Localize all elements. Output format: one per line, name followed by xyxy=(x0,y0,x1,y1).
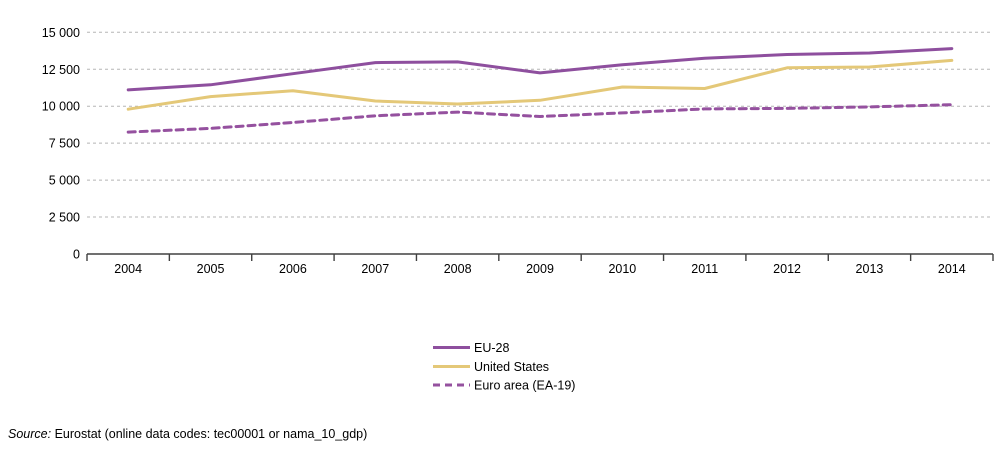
y-axis-tick-label: 7 500 xyxy=(49,137,80,151)
y-axis-tick-label: 2 500 xyxy=(49,211,80,225)
x-axis-tick-label: 2004 xyxy=(114,262,142,276)
source-note: Source: Eurostat (online data codes: tec… xyxy=(8,427,367,441)
y-axis-tick-label: 10 000 xyxy=(42,100,80,114)
legend-label-eu-28: EU-28 xyxy=(474,341,509,355)
series-line-united-states xyxy=(126,58,954,111)
x-axis-tick-label: 2007 xyxy=(361,262,389,276)
y-axis-tick-label: 12 500 xyxy=(42,63,80,77)
x-axis-tick-label: 2014 xyxy=(938,262,966,276)
x-axis-tick-label: 2011 xyxy=(691,262,718,276)
source-text: Eurostat (online data codes: tec00001 or… xyxy=(51,427,368,441)
x-axis-tick-label: 2010 xyxy=(608,262,636,276)
x-axis-tick-label: 2006 xyxy=(279,262,307,276)
y-axis-tick-label: 0 xyxy=(73,248,80,262)
x-axis-tick-label: 2009 xyxy=(526,262,554,276)
legend-label-united-states: United States xyxy=(474,360,549,374)
series-line-euro-area-ea-19 xyxy=(126,103,954,134)
gdp-line-chart: 0 2 500 5 000 7 500 10 000 12 500 15 000 2004 20… xyxy=(42,26,994,393)
y-axis-tick-label: 5 000 xyxy=(49,174,80,188)
x-axis-tick-label: 2008 xyxy=(444,262,472,276)
source-label: Source: xyxy=(8,427,52,441)
x-axis-tick-label: 2013 xyxy=(856,262,884,276)
y-axis-tick-label: 15 000 xyxy=(42,26,80,40)
x-axis-tick-label: 2005 xyxy=(197,262,225,276)
x-axis-tick-label: 2012 xyxy=(773,262,801,276)
legend-label-euro-area-ea-19: Euro area (EA-19) xyxy=(474,379,575,393)
series-line-eu-28 xyxy=(126,47,954,92)
